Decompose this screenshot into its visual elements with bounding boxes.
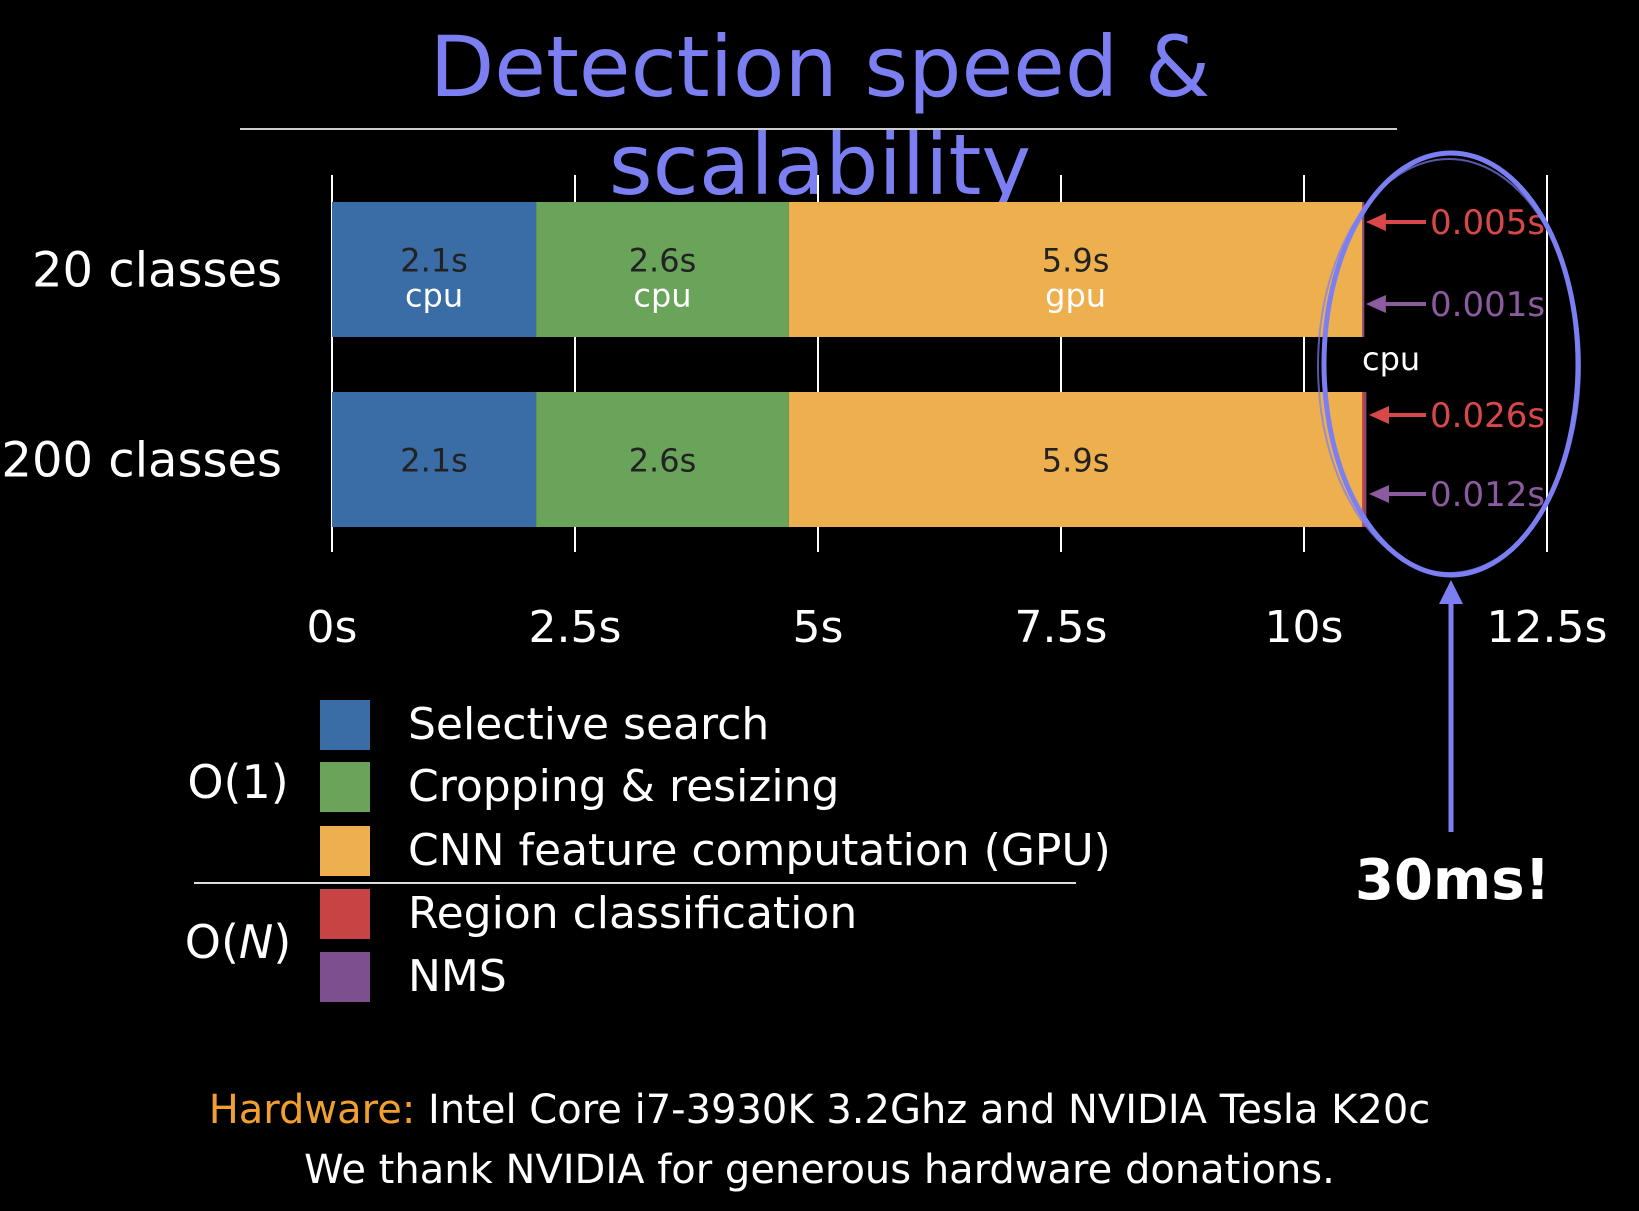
legend-swatch [320,826,370,876]
title-underline [240,128,1397,130]
legend-item: Selective search [320,695,1120,755]
bar-value-label: 2.6s [629,242,697,280]
bar-device-label: cpu [405,277,463,315]
complexity-linear-prefix: O( [184,915,239,969]
highlight-ellipse-stroke [1317,158,1581,574]
legend-label: CNN feature computation (GPU) [408,825,1111,876]
x-tick-label: 12.5s [1487,602,1608,653]
tail-value-label: 0.026s [1430,396,1545,436]
bar-segment [788,392,1363,527]
bar-segment [332,202,537,337]
legend-swatch [320,762,370,812]
legend-item: NMS [320,947,1120,1007]
legend-item: CNN feature computation (GPU) [320,821,1120,881]
bar-value-label: 5.9s [1042,442,1110,480]
stacked-bar-chart: 0s 2.5s 5s 7.5s 10s 12.5s 20 classes 2.1scpu2.… [1,150,1608,653]
legend-swatch [320,952,370,1002]
callout-30ms: 30ms! [1355,848,1551,913]
bar-segment [536,392,789,527]
bar-segment [1362,392,1365,527]
x-tick-label: 5s [793,602,844,653]
footer: Hardware: Intel Core i7-3930K 3.2Ghz and… [0,1080,1639,1200]
tail-arrowhead [1365,295,1386,313]
bar-value-label: 2.6s [629,442,697,480]
tail-device-label: cpu [1362,340,1420,378]
bar-device-label: cpu [633,277,691,315]
bar-value-label: 2.1s [400,242,468,280]
category-label: 20 classes [32,243,282,299]
legend-swatch [320,700,370,750]
x-tick-label: 7.5s [1015,602,1108,653]
bar-segment [1362,202,1365,337]
complexity-divider [194,882,1076,884]
bar-segment [332,392,537,527]
category-label: 200 classes [1,433,282,489]
hardware-text: Intel Core i7-3930K 3.2Ghz and NVIDIA Te… [415,1087,1431,1133]
legend-item: Cropping & resizing [320,757,1120,817]
highlight-ellipse [1321,150,1581,578]
legend-item: Region classification [320,884,1120,944]
tail-value-label: 0.005s [1430,203,1545,243]
x-tick-label: 0s [307,602,358,653]
bar-value-label: 5.9s [1042,242,1110,280]
tail-arrowhead [1369,406,1390,424]
hardware-label: Hardware: [208,1087,416,1133]
tail-arrowhead [1365,213,1386,231]
tail-value-label: 0.012s [1430,475,1545,515]
x-tick-label: 10s [1265,602,1344,653]
thanks-line: We thank NVIDIA for generous hardware do… [304,1147,1335,1193]
complexity-constant-label: O(1) [187,755,289,809]
complexity-linear-label: O(N) [168,915,308,969]
slide-title: Detection speed & scalability [429,18,1211,214]
bar-device-label: gpu [1045,277,1106,315]
tail-arrowhead [1369,485,1390,503]
legend-label: NMS [408,951,507,1002]
bar-segment [536,202,789,337]
complexity-linear-suffix: ) [273,915,292,969]
hardware-line: Hardware: Intel Core i7-3930K 3.2Ghz and… [0,1080,1639,1140]
tail-value-label: 0.001s [1430,285,1545,325]
bar-segment [788,202,1363,337]
bar-segment [1364,392,1367,527]
legend-swatch [320,889,370,939]
legend-label: Cropping & resizing [408,761,840,812]
callout-arrow [1439,580,1463,832]
x-tick-label: 2.5s [529,602,622,653]
legend-label: Region classification [408,888,858,939]
complexity-linear-var: N [238,915,274,969]
legend-label: Selective search [408,699,770,750]
bar-value-label: 2.1s [400,442,468,480]
